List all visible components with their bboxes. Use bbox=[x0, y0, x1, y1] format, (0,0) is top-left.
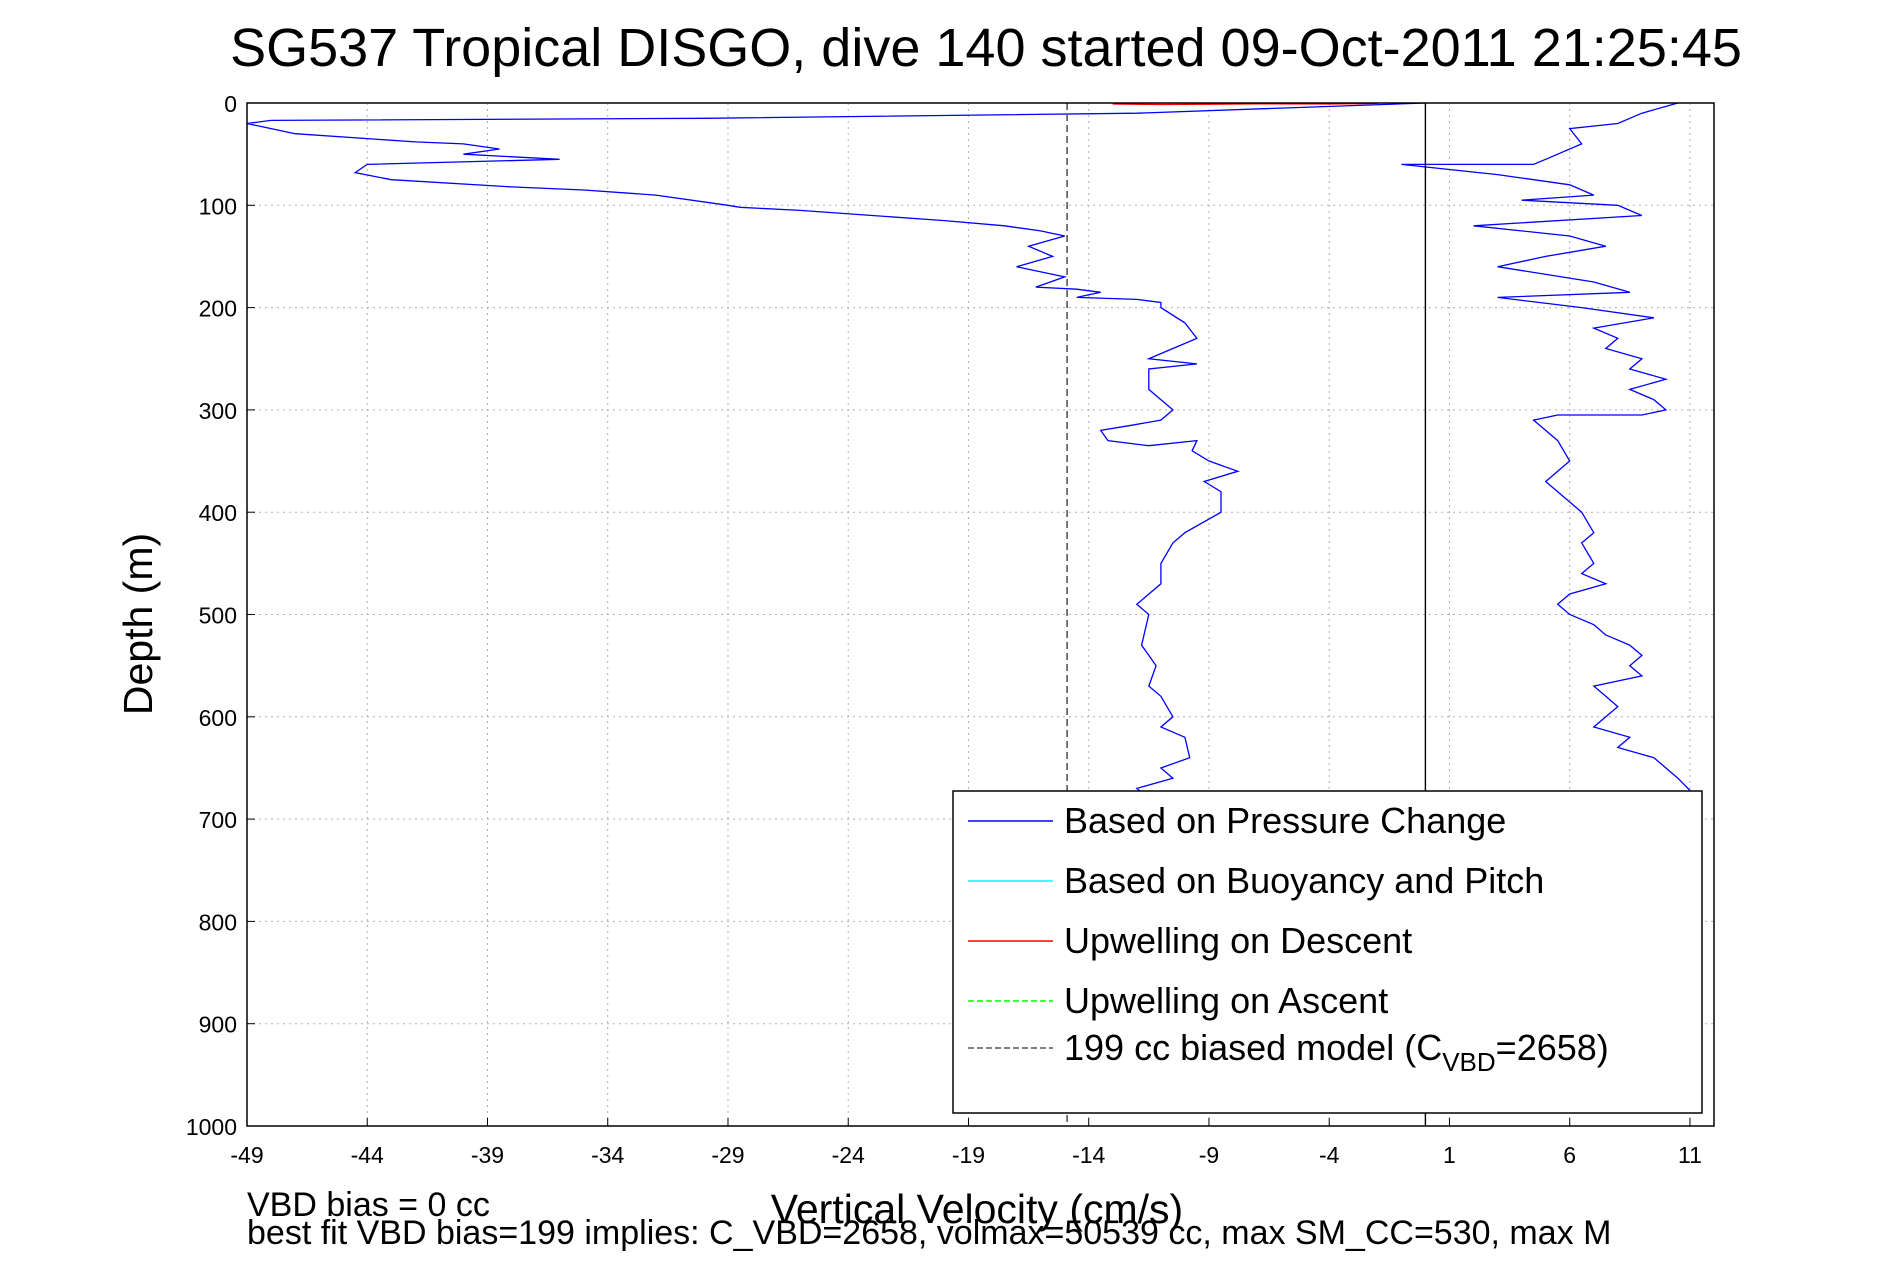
x-tick-label: -24 bbox=[832, 1142, 865, 1168]
legend-label: Based on Buoyancy and Pitch bbox=[1064, 860, 1544, 901]
x-tick-label: -9 bbox=[1199, 1142, 1219, 1168]
legend: Based on Pressure Change Based on Buoyanc… bbox=[952, 790, 1703, 1114]
legend-box bbox=[952, 790, 1703, 1114]
y-tick-label: 800 bbox=[199, 909, 237, 935]
x-axis-ticks: -49 -44 -39 -34 -29 -24 -19 -14 -9 -4 1 6 11 bbox=[230, 1118, 1702, 1168]
y-tick-label: 700 bbox=[199, 807, 237, 833]
x-axis-label: Vertical Velocity (cm/s) bbox=[771, 1186, 1183, 1232]
x-tick-label: -29 bbox=[711, 1142, 744, 1168]
chart-title: SG537 Tropical DISGO, dive 140 started 0… bbox=[230, 18, 1742, 78]
y-tick-label: 500 bbox=[199, 603, 237, 629]
legend-label: Upwelling on Descent bbox=[1064, 920, 1412, 961]
legend-label: Based on Pressure Change bbox=[1064, 800, 1506, 841]
y-tick-label: 200 bbox=[199, 296, 237, 322]
x-tick-label: 11 bbox=[1678, 1142, 1702, 1168]
y-tick-label: 600 bbox=[199, 705, 237, 731]
y-tick-label: 1000 bbox=[186, 1114, 237, 1140]
footer-line-1: VBD bias = 0 cc bbox=[247, 1186, 490, 1224]
x-tick-label: -39 bbox=[471, 1142, 504, 1168]
series-line-1 bbox=[1401, 102, 1691, 791]
y-axis-label: Depth (m) bbox=[115, 533, 161, 715]
y-axis-ticks: 0 100 200 300 400 500 600 700 800 900 1000 bbox=[186, 91, 255, 1140]
x-tick-label: -19 bbox=[952, 1142, 985, 1168]
legend-label: Upwelling on Ascent bbox=[1064, 980, 1388, 1021]
y-tick-label: 0 bbox=[224, 91, 237, 117]
footer-line-2: best fit VBD bias=199 implies: C_VBD=265… bbox=[247, 1214, 1611, 1252]
x-tick-label: -44 bbox=[351, 1142, 384, 1168]
y-tick-label: 900 bbox=[199, 1012, 237, 1038]
x-tick-label: -14 bbox=[1072, 1142, 1105, 1168]
y-tick-label: 100 bbox=[199, 193, 237, 219]
x-tick-label: -49 bbox=[230, 1142, 263, 1168]
x-tick-label: -34 bbox=[591, 1142, 624, 1168]
y-tick-label: 400 bbox=[199, 500, 237, 526]
y-tick-label: 300 bbox=[199, 398, 237, 424]
x-tick-label: 6 bbox=[1563, 1142, 1576, 1168]
x-tick-label: 1 bbox=[1443, 1142, 1456, 1168]
series-line-2 bbox=[1112, 102, 1378, 106]
series-line-0 bbox=[246, 102, 1426, 820]
x-tick-label: -4 bbox=[1319, 1142, 1340, 1168]
